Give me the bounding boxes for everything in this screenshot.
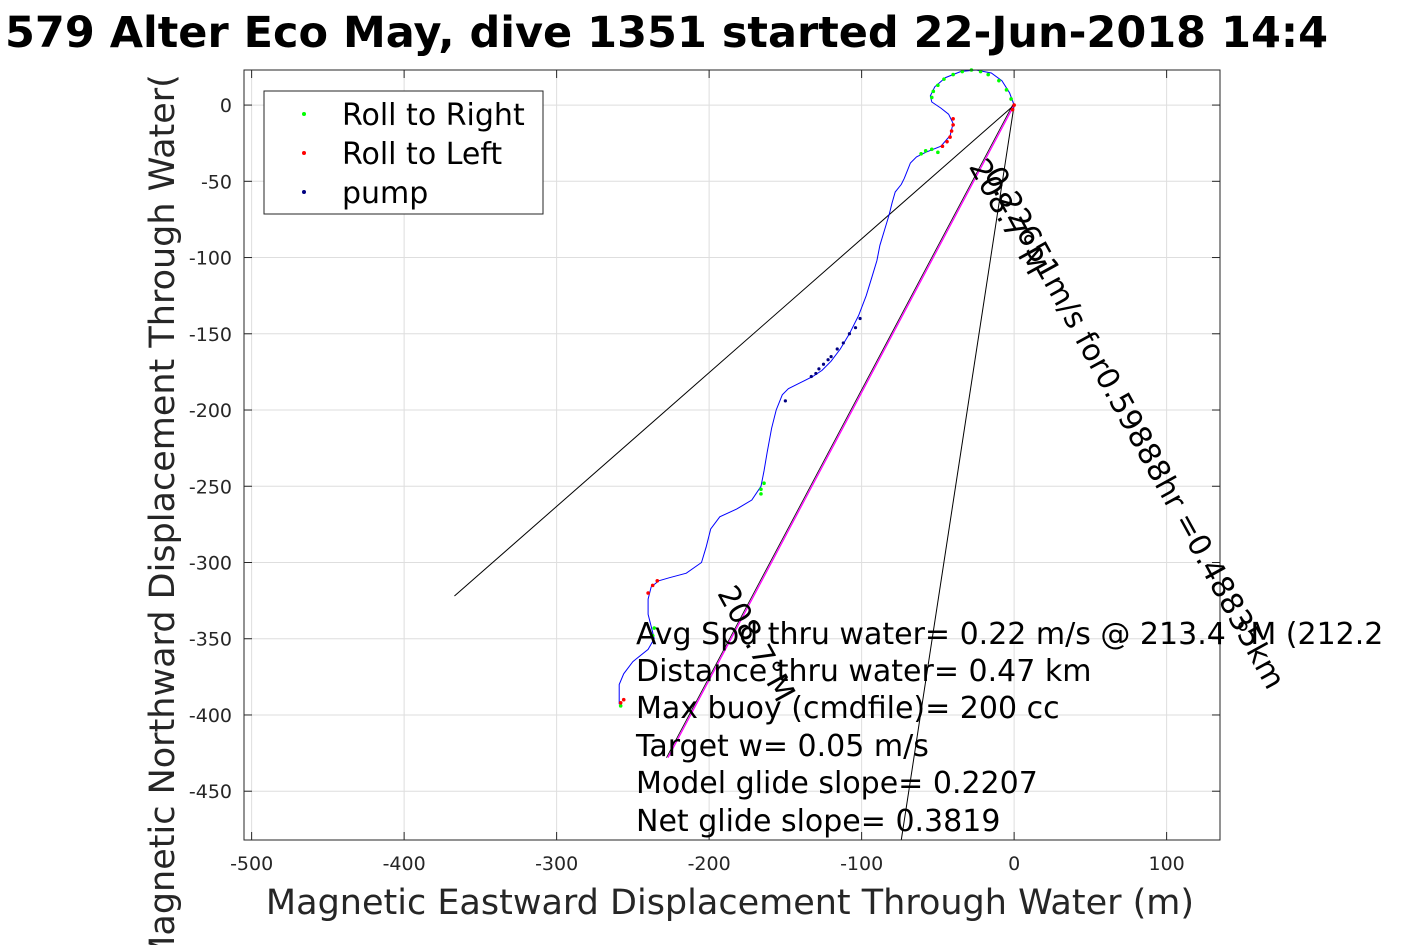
y-tick-label: -150 [189, 324, 232, 346]
stat-distance: Distance thru water= 0.47 km [636, 654, 1091, 689]
y-tick-label: -350 [189, 629, 232, 651]
legend-label-roll-left: Roll to Left [342, 137, 502, 172]
pump-point [829, 355, 833, 359]
line-steep [900, 104, 1015, 841]
roll-right-point [650, 633, 655, 638]
pump-point [814, 371, 818, 376]
roll-right-point [986, 72, 990, 77]
y-tick-label: -200 [189, 400, 232, 422]
x-tick-label: -400 [383, 853, 426, 875]
roll-right-point [931, 89, 936, 94]
y-tick-label: -300 [189, 552, 232, 574]
track [618, 69, 1015, 705]
y-axis-label: Magnetic Northward Displacement Through … [143, 74, 183, 945]
roll-left-point [650, 583, 655, 588]
roll-left-point [945, 139, 949, 144]
y-tick-label: 0 [220, 95, 232, 117]
roll-right-point [960, 69, 965, 74]
pump-point [835, 347, 839, 351]
pump-point [841, 341, 845, 345]
x-tick-label: 0 [1008, 853, 1020, 875]
pump-point [809, 374, 813, 379]
legend-marker-pump [302, 190, 306, 194]
roll-right-point [762, 481, 766, 486]
roll-left-point [618, 700, 623, 705]
legend-label-pump: pump [342, 176, 428, 211]
legend-label-roll-right: Roll to Right [342, 98, 525, 133]
roll-right-point [1009, 97, 1013, 101]
stat-avg-speed: Avg Spd thru water= 0.22 m/s @ 213.4 °M … [636, 617, 1383, 652]
pump-point [826, 358, 830, 362]
pump-point [783, 399, 787, 403]
roll-left-point [948, 135, 952, 139]
roll-right-point [618, 704, 623, 708]
stat-max-buoy: Max buoy (cmdfile)= 200 cc [636, 691, 1060, 726]
chart-title: 579 Alter Eco May, dive 1351 started 22-… [5, 8, 1328, 58]
x-tick-label: -100 [840, 853, 883, 875]
roll-right-point [759, 487, 763, 492]
plot-frame [243, 69, 1221, 841]
x-tick-label: -300 [535, 853, 578, 875]
roll-left-point [940, 144, 945, 149]
roll-right-point [978, 69, 983, 74]
roll-left-point [951, 123, 955, 127]
y-tick-label: -50 [201, 171, 232, 193]
x-tick-label: 100 [1148, 853, 1184, 875]
stats-block: Avg Spd thru water= 0.22 m/s @ 213.4 °M … [635, 617, 1383, 839]
x-axis-label: Magnetic Eastward Displacement Through W… [266, 883, 1194, 923]
roll-right-point [923, 149, 928, 153]
reference-lines [454, 104, 1015, 841]
track-path [618, 69, 1015, 705]
roll-right-point [942, 77, 946, 81]
roll-right-point [951, 72, 955, 77]
legend: Roll to Right Roll to Left pump [263, 90, 544, 215]
pump-point [858, 316, 862, 321]
line-avg [667, 104, 1015, 758]
roll-right-point [759, 492, 763, 496]
legend-box [263, 90, 544, 215]
roll-left-point [1010, 107, 1015, 112]
roll-left-point [949, 129, 954, 133]
markers [618, 68, 1016, 708]
roll-right-point [929, 147, 934, 152]
roll-left-point [621, 697, 626, 702]
y-tick-label: -450 [189, 781, 232, 803]
roll-right-point [936, 83, 940, 88]
pump-point [853, 326, 858, 330]
stat-target-w: Target w= 0.05 m/s [635, 729, 929, 764]
roll-right-point [929, 95, 934, 100]
y-tick-label: -100 [189, 248, 232, 270]
y-tick-label: -250 [189, 476, 232, 498]
roll-left-point [1012, 103, 1016, 107]
pump-point [817, 367, 821, 371]
x-tick-label: -200 [688, 853, 731, 875]
roll-left-point [951, 116, 955, 121]
roll-left-point [655, 578, 660, 583]
stat-net-glide: Net glide slope= 0.3819 [636, 804, 1000, 839]
roll-right-point [1004, 88, 1009, 92]
legend-marker-roll-left [302, 151, 306, 155]
y-tick-label: -400 [189, 705, 232, 727]
pump-point [821, 362, 826, 366]
roll-right-point [997, 78, 1001, 83]
roll-right-point [652, 626, 657, 630]
tick-labels: -500 -400 -300 -200 -100 0 100 0 -50 -100 -150 -200… [189, 70, 1220, 875]
legend-marker-roll-right [302, 112, 306, 116]
x-tick-label: -500 [230, 853, 273, 875]
pump-point [847, 332, 852, 336]
roll-left-point [646, 591, 650, 595]
roll-right-point [936, 150, 940, 155]
roll-right-point [919, 152, 923, 156]
line-to-west [454, 104, 1015, 597]
stat-model-glide: Model glide slope= 0.2207 [636, 766, 1038, 801]
line-avg-shadow [666, 104, 1013, 758]
grid [244, 70, 1220, 840]
